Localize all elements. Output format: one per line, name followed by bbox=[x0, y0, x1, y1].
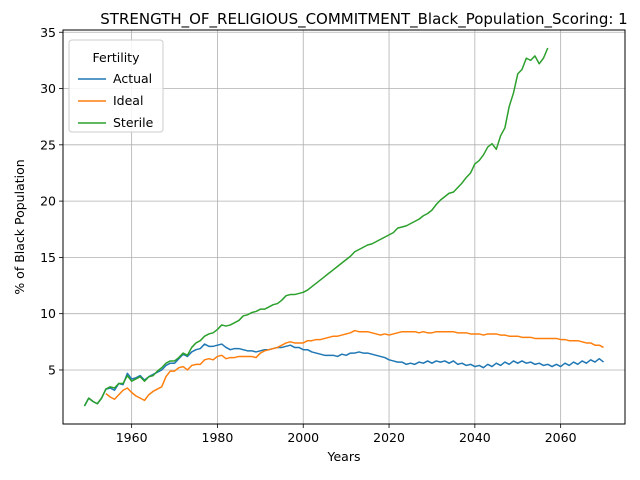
series-line-actual bbox=[83, 343, 605, 407]
x-tick-label: 2000 bbox=[287, 430, 319, 445]
x-tick-label: 2020 bbox=[373, 430, 405, 445]
y-axis-label: % of Black Population bbox=[12, 159, 27, 294]
x-tick-label: 2060 bbox=[545, 430, 577, 445]
y-tick-label: 20 bbox=[40, 194, 56, 209]
x-tick-label: 1980 bbox=[202, 430, 234, 445]
chart-title: STRENGTH_OF_RELIGIOUS_COMMITMENT_Black_P… bbox=[100, 10, 627, 29]
series-line-ideal bbox=[105, 329, 604, 402]
y-tick-label: 35 bbox=[40, 25, 56, 40]
y-tick-label: 5 bbox=[48, 362, 56, 377]
y-tick-label: 25 bbox=[40, 137, 56, 152]
legend-box bbox=[68, 39, 164, 133]
legend-title: Fertility bbox=[93, 50, 141, 65]
axes-frame bbox=[62, 29, 626, 425]
axis-ticks: 1960 1980 2000 2020 2040 2060 5 10 15 20 25 30 35 bbox=[40, 25, 577, 445]
x-tick-label: 1960 bbox=[116, 430, 148, 445]
y-tick-label: 30 bbox=[40, 81, 56, 96]
legend-entry-actual: Actual bbox=[113, 71, 152, 86]
y-tick-label: 10 bbox=[40, 306, 56, 321]
x-axis-label: Years bbox=[327, 449, 361, 464]
series-line-sterile bbox=[83, 47, 549, 407]
grid-lines bbox=[63, 30, 625, 424]
x-tick-label: 2040 bbox=[459, 430, 491, 445]
y-tick-label: 15 bbox=[40, 250, 56, 265]
series-layer bbox=[83, 47, 605, 407]
legend: Fertility Actual Ideal Sterile bbox=[68, 39, 164, 133]
legend-entry-ideal: Ideal bbox=[113, 93, 143, 108]
legend-entry-sterile: Sterile bbox=[113, 115, 154, 130]
